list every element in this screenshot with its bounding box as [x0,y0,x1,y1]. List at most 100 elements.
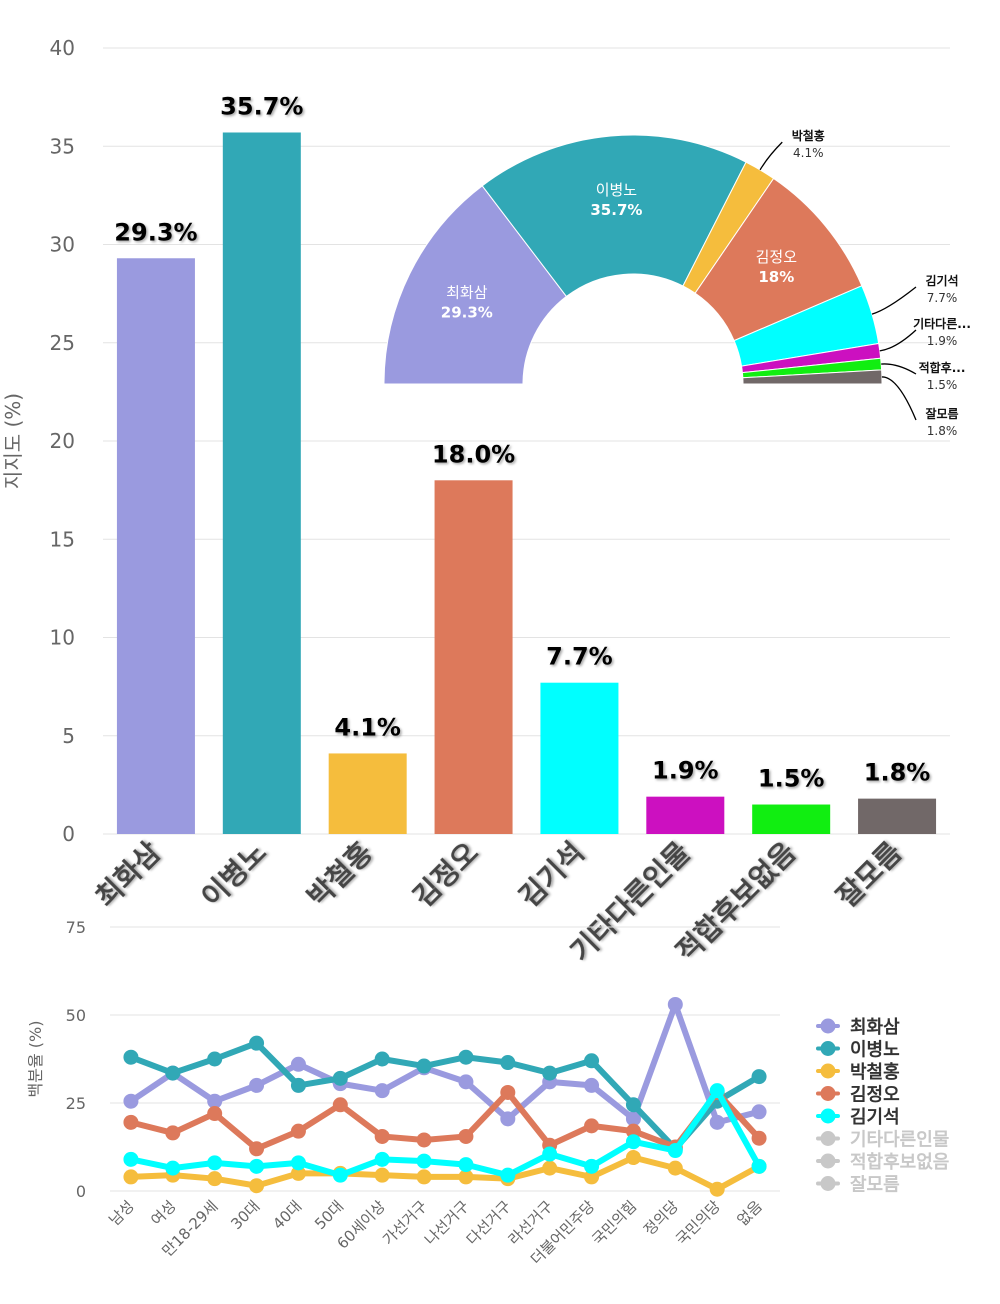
line-point[interactable] [207,1171,223,1187]
line-point[interactable] [667,1143,683,1159]
line-point[interactable] [542,1065,558,1081]
legend-marker[interactable] [820,1153,836,1169]
line-point[interactable] [458,1074,474,1090]
legend-marker[interactable] [820,1086,836,1101]
legend-item-label[interactable]: 이병노 [850,1040,900,1061]
line-point[interactable] [249,1178,265,1194]
line-point[interactable] [290,1056,306,1072]
line-point[interactable] [207,1051,223,1067]
bar[interactable] [116,258,195,834]
legend-marker[interactable] [820,1108,836,1124]
line-point[interactable] [416,1153,432,1169]
line-point[interactable] [123,1169,139,1185]
line-series[interactable] [127,1089,763,1152]
line-point[interactable] [458,1128,474,1144]
legend-item-label[interactable]: 김정오 [850,1085,900,1106]
line-x-tick-label: 40대 [269,1197,305,1233]
line-point[interactable] [207,1155,223,1171]
legend-marker[interactable] [820,1041,836,1056]
line-point[interactable] [667,1160,683,1176]
line-point[interactable] [751,1130,767,1146]
legend-item-label[interactable]: 최화삼 [850,1017,900,1038]
bar[interactable] [328,753,407,834]
line-point[interactable] [123,1093,139,1109]
line-point[interactable] [625,1123,641,1139]
donut-slice[interactable] [481,134,747,298]
line-point[interactable] [332,1070,348,1086]
line-point[interactable] [332,1097,348,1113]
line-point[interactable] [332,1167,348,1183]
legend-item-label[interactable]: 잘모름 [850,1175,900,1196]
line-point[interactable] [709,1114,725,1130]
legend-marker[interactable] [820,1018,836,1034]
legend-item-label[interactable]: 김기석 [850,1107,900,1128]
legend-item-label[interactable]: 박철홍 [850,1061,900,1083]
line-point[interactable] [374,1051,390,1067]
line-point[interactable] [290,1155,306,1171]
line-point[interactable] [416,1058,432,1074]
line-point[interactable] [709,1083,725,1099]
line-point[interactable] [416,1169,432,1185]
line-point[interactable] [542,1146,558,1162]
line-point[interactable] [500,1055,516,1071]
line-point[interactable] [542,1160,558,1176]
line-point[interactable] [709,1181,725,1197]
line-point[interactable] [207,1093,223,1109]
line-point[interactable] [249,1141,265,1157]
line-point[interactable] [374,1167,390,1183]
line-point[interactable] [290,1165,306,1181]
legend-marker[interactable] [820,1131,836,1146]
line-point[interactable] [458,1049,474,1065]
line-point[interactable] [625,1150,641,1166]
line-point[interactable] [584,1053,600,1069]
line-point[interactable] [123,1114,139,1130]
line-point[interactable] [625,1097,641,1113]
line-point[interactable] [249,1077,265,1093]
bar[interactable] [646,796,725,834]
line-point[interactable] [500,1111,516,1127]
line-point[interactable] [458,1157,474,1173]
bar[interactable] [434,480,513,834]
line-point[interactable] [207,1106,223,1122]
line-point[interactable] [374,1151,390,1167]
bar[interactable] [540,682,619,834]
legend-item-label[interactable]: 적합후보없음 [850,1151,949,1173]
line-point[interactable] [123,1151,139,1167]
line-series[interactable] [127,1154,763,1193]
bar[interactable] [858,798,937,834]
line-point[interactable] [123,1049,139,1065]
line-point[interactable] [500,1167,516,1183]
line-point[interactable] [249,1158,265,1174]
line-point[interactable] [625,1111,641,1127]
legend-marker[interactable] [820,1176,836,1191]
line-point[interactable] [584,1169,600,1185]
line-point[interactable] [249,1035,265,1051]
line-series[interactable] [127,1040,763,1152]
legend-marker[interactable] [820,1063,836,1079]
line-series[interactable] [127,1001,763,1126]
bar[interactable] [752,804,831,834]
line-point[interactable] [751,1069,767,1085]
line-point[interactable] [458,1169,474,1185]
line-point[interactable] [751,1104,767,1120]
line-series[interactable] [127,1087,763,1179]
line-point[interactable] [584,1158,600,1174]
line-point[interactable] [625,1134,641,1150]
line-point[interactable] [584,1077,600,1093]
legend-item-label[interactable]: 기타다른인물 [850,1130,949,1151]
line-point[interactable] [165,1065,181,1081]
donut-slice[interactable] [742,369,883,385]
line-point[interactable] [290,1123,306,1139]
line-point[interactable] [500,1084,516,1100]
line-point[interactable] [667,996,683,1012]
line-point[interactable] [751,1158,767,1174]
line-point[interactable] [165,1160,181,1176]
line-point[interactable] [374,1128,390,1144]
line-point[interactable] [416,1132,432,1148]
line-point[interactable] [290,1077,306,1093]
bar[interactable] [222,132,301,834]
donut-slice[interactable] [383,185,568,385]
line-point[interactable] [374,1083,390,1099]
line-point[interactable] [584,1118,600,1134]
line-point[interactable] [165,1125,181,1141]
